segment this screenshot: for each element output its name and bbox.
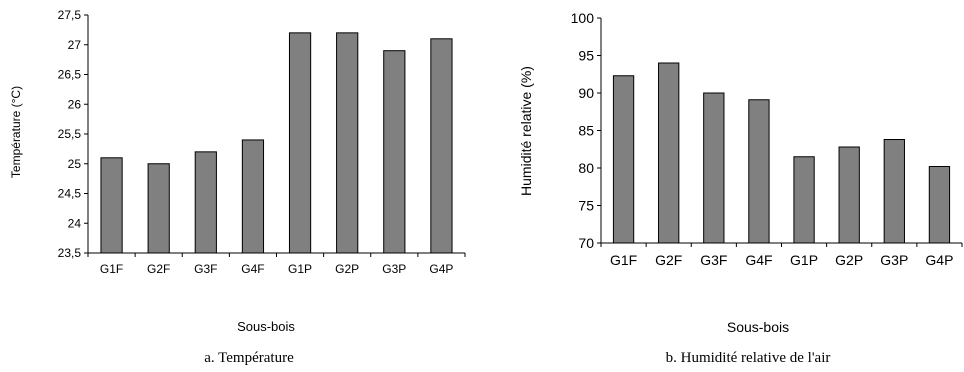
- x-tick-label: G2P: [335, 262, 359, 276]
- bar-g3f-humidity: [703, 92, 725, 244]
- x-tick-label: G4F: [241, 262, 264, 276]
- bar-g2f-humidity: [658, 62, 680, 244]
- chart-temperature: 23,5 24 24,5 25 25,5 26 26,5 27 27,5 G1F G2F G3F G4…: [9, 8, 466, 366]
- bar-g2p-humidity: [838, 146, 860, 244]
- bar-g2f-temperature: [147, 163, 170, 254]
- y-tick-label: 23,5: [58, 246, 82, 260]
- y-tick-label: 90: [578, 85, 594, 101]
- bar-g4p-temperature: [430, 38, 453, 254]
- y-tick-label: 80: [578, 160, 594, 176]
- x-tick-label: G4P: [925, 252, 953, 268]
- x-tick-label: G2P: [835, 252, 863, 268]
- y-tick-label: 27,5: [58, 8, 82, 22]
- bar-g3p-humidity: [883, 139, 905, 244]
- bar-g4f-humidity: [748, 99, 770, 244]
- x-tick-label: G1P: [288, 262, 312, 276]
- bar-g2p-temperature: [336, 32, 359, 254]
- bar-g1f-temperature: [100, 157, 123, 254]
- bar-g3f-temperature: [194, 151, 217, 254]
- x-ticks-temperature: G1F G2F G3F G4F G1P G2P G3P G4P: [87, 253, 466, 276]
- x-tick-label: G1F: [610, 252, 637, 268]
- x-tick-label: G3P: [880, 252, 908, 268]
- x-ticks-humidity: G1F G2F G3F G4F G1P G2P G3P G4P: [600, 243, 963, 268]
- y-tick-label: 95: [578, 47, 594, 63]
- bar-g1p-temperature: [288, 32, 312, 254]
- y-tick-label: 27: [68, 38, 82, 52]
- x-tick-label: G1F: [100, 262, 123, 276]
- y-tick-label: 25,5: [58, 127, 82, 141]
- bars-temperature: [100, 32, 453, 254]
- x-tick-label: G3F: [194, 262, 217, 276]
- y-tick-label: 100: [571, 10, 595, 26]
- x-tick-label: G3P: [382, 262, 406, 276]
- bar-g1f-humidity: [612, 75, 635, 244]
- y-tick-label: 26: [68, 97, 82, 111]
- y-ticks-temperature: 23,5 24 24,5 25 25,5 26 26,5 27 27,5: [58, 8, 88, 260]
- y-tick-label: 25: [68, 157, 82, 171]
- chart-humidity: 70 75 80 85 90 95 100 G1F G2F G3F G4F G1P G2P G3P G4P…: [518, 10, 963, 366]
- caption-humidity: b. Humidité relative de l'air: [666, 350, 831, 366]
- x-tick-label: G2F: [655, 252, 682, 268]
- y-tick-label: 24: [68, 216, 82, 230]
- y-ticks-humidity: 70 75 80 85 90 95 100: [571, 10, 601, 251]
- x-tick-label: G3F: [700, 252, 727, 268]
- bar-g1p-humidity: [793, 156, 815, 244]
- bar-g3p-temperature: [383, 50, 406, 254]
- x-axis-label-humidity: Sous-bois: [727, 319, 789, 335]
- y-tick-label: 75: [578, 197, 594, 213]
- y-axis-label-temperature: Température (°C): [9, 86, 23, 178]
- caption-temperature: a. Température: [204, 350, 294, 366]
- x-axis-label-temperature: Sous-bois: [237, 319, 295, 334]
- y-tick-label: 24,5: [58, 187, 82, 201]
- bar-g4p-humidity: [928, 166, 951, 244]
- x-tick-label: G2F: [147, 262, 170, 276]
- y-axis-label-humidity: Humidité relative (%): [518, 66, 534, 196]
- y-tick-label: 70: [578, 235, 594, 251]
- y-tick-label: 26,5: [58, 68, 82, 82]
- x-tick-label: G1P: [790, 252, 818, 268]
- x-tick-label: G4P: [429, 262, 453, 276]
- bar-g4f-temperature: [241, 139, 265, 254]
- y-tick-label: 85: [578, 122, 594, 138]
- bars-humidity: [612, 62, 951, 244]
- x-tick-label: G4F: [745, 252, 772, 268]
